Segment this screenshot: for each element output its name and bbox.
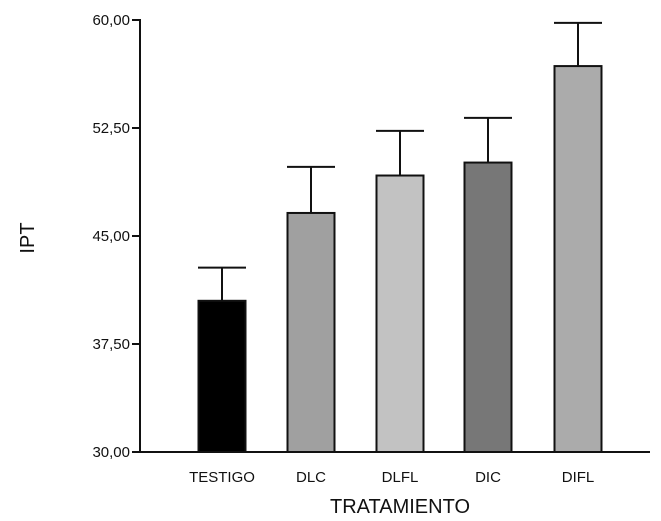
x-tick-label: DLFL bbox=[382, 469, 419, 486]
x-tick-label: DIFL bbox=[562, 469, 595, 486]
bar bbox=[463, 161, 513, 453]
x-tick-label: TESTIGO bbox=[189, 469, 255, 486]
bar bbox=[553, 65, 603, 454]
bars-group bbox=[197, 65, 603, 454]
bar bbox=[286, 211, 336, 453]
error-bars-group bbox=[198, 21, 602, 301]
y-axis: 30,00 37,50 45,00 52,50 60,00 bbox=[92, 12, 141, 461]
y-tick-label: 30,00 bbox=[92, 444, 130, 461]
y-axis-title: IPT bbox=[17, 222, 39, 253]
x-axis: TESTIGO DLC DLFL DIC DIFL bbox=[140, 451, 650, 486]
y-tick-label: 45,00 bbox=[92, 228, 130, 245]
y-tick-label: 52,50 bbox=[92, 120, 130, 137]
y-tick-label: 37,50 bbox=[92, 336, 130, 353]
bar bbox=[375, 174, 425, 454]
x-tick-label: DLC bbox=[296, 469, 326, 486]
y-tick-label: 60,00 bbox=[92, 12, 130, 29]
bar bbox=[197, 299, 247, 453]
x-axis-title: TRATAMIENTO bbox=[330, 496, 470, 518]
x-tick-label: DIC bbox=[475, 469, 501, 486]
